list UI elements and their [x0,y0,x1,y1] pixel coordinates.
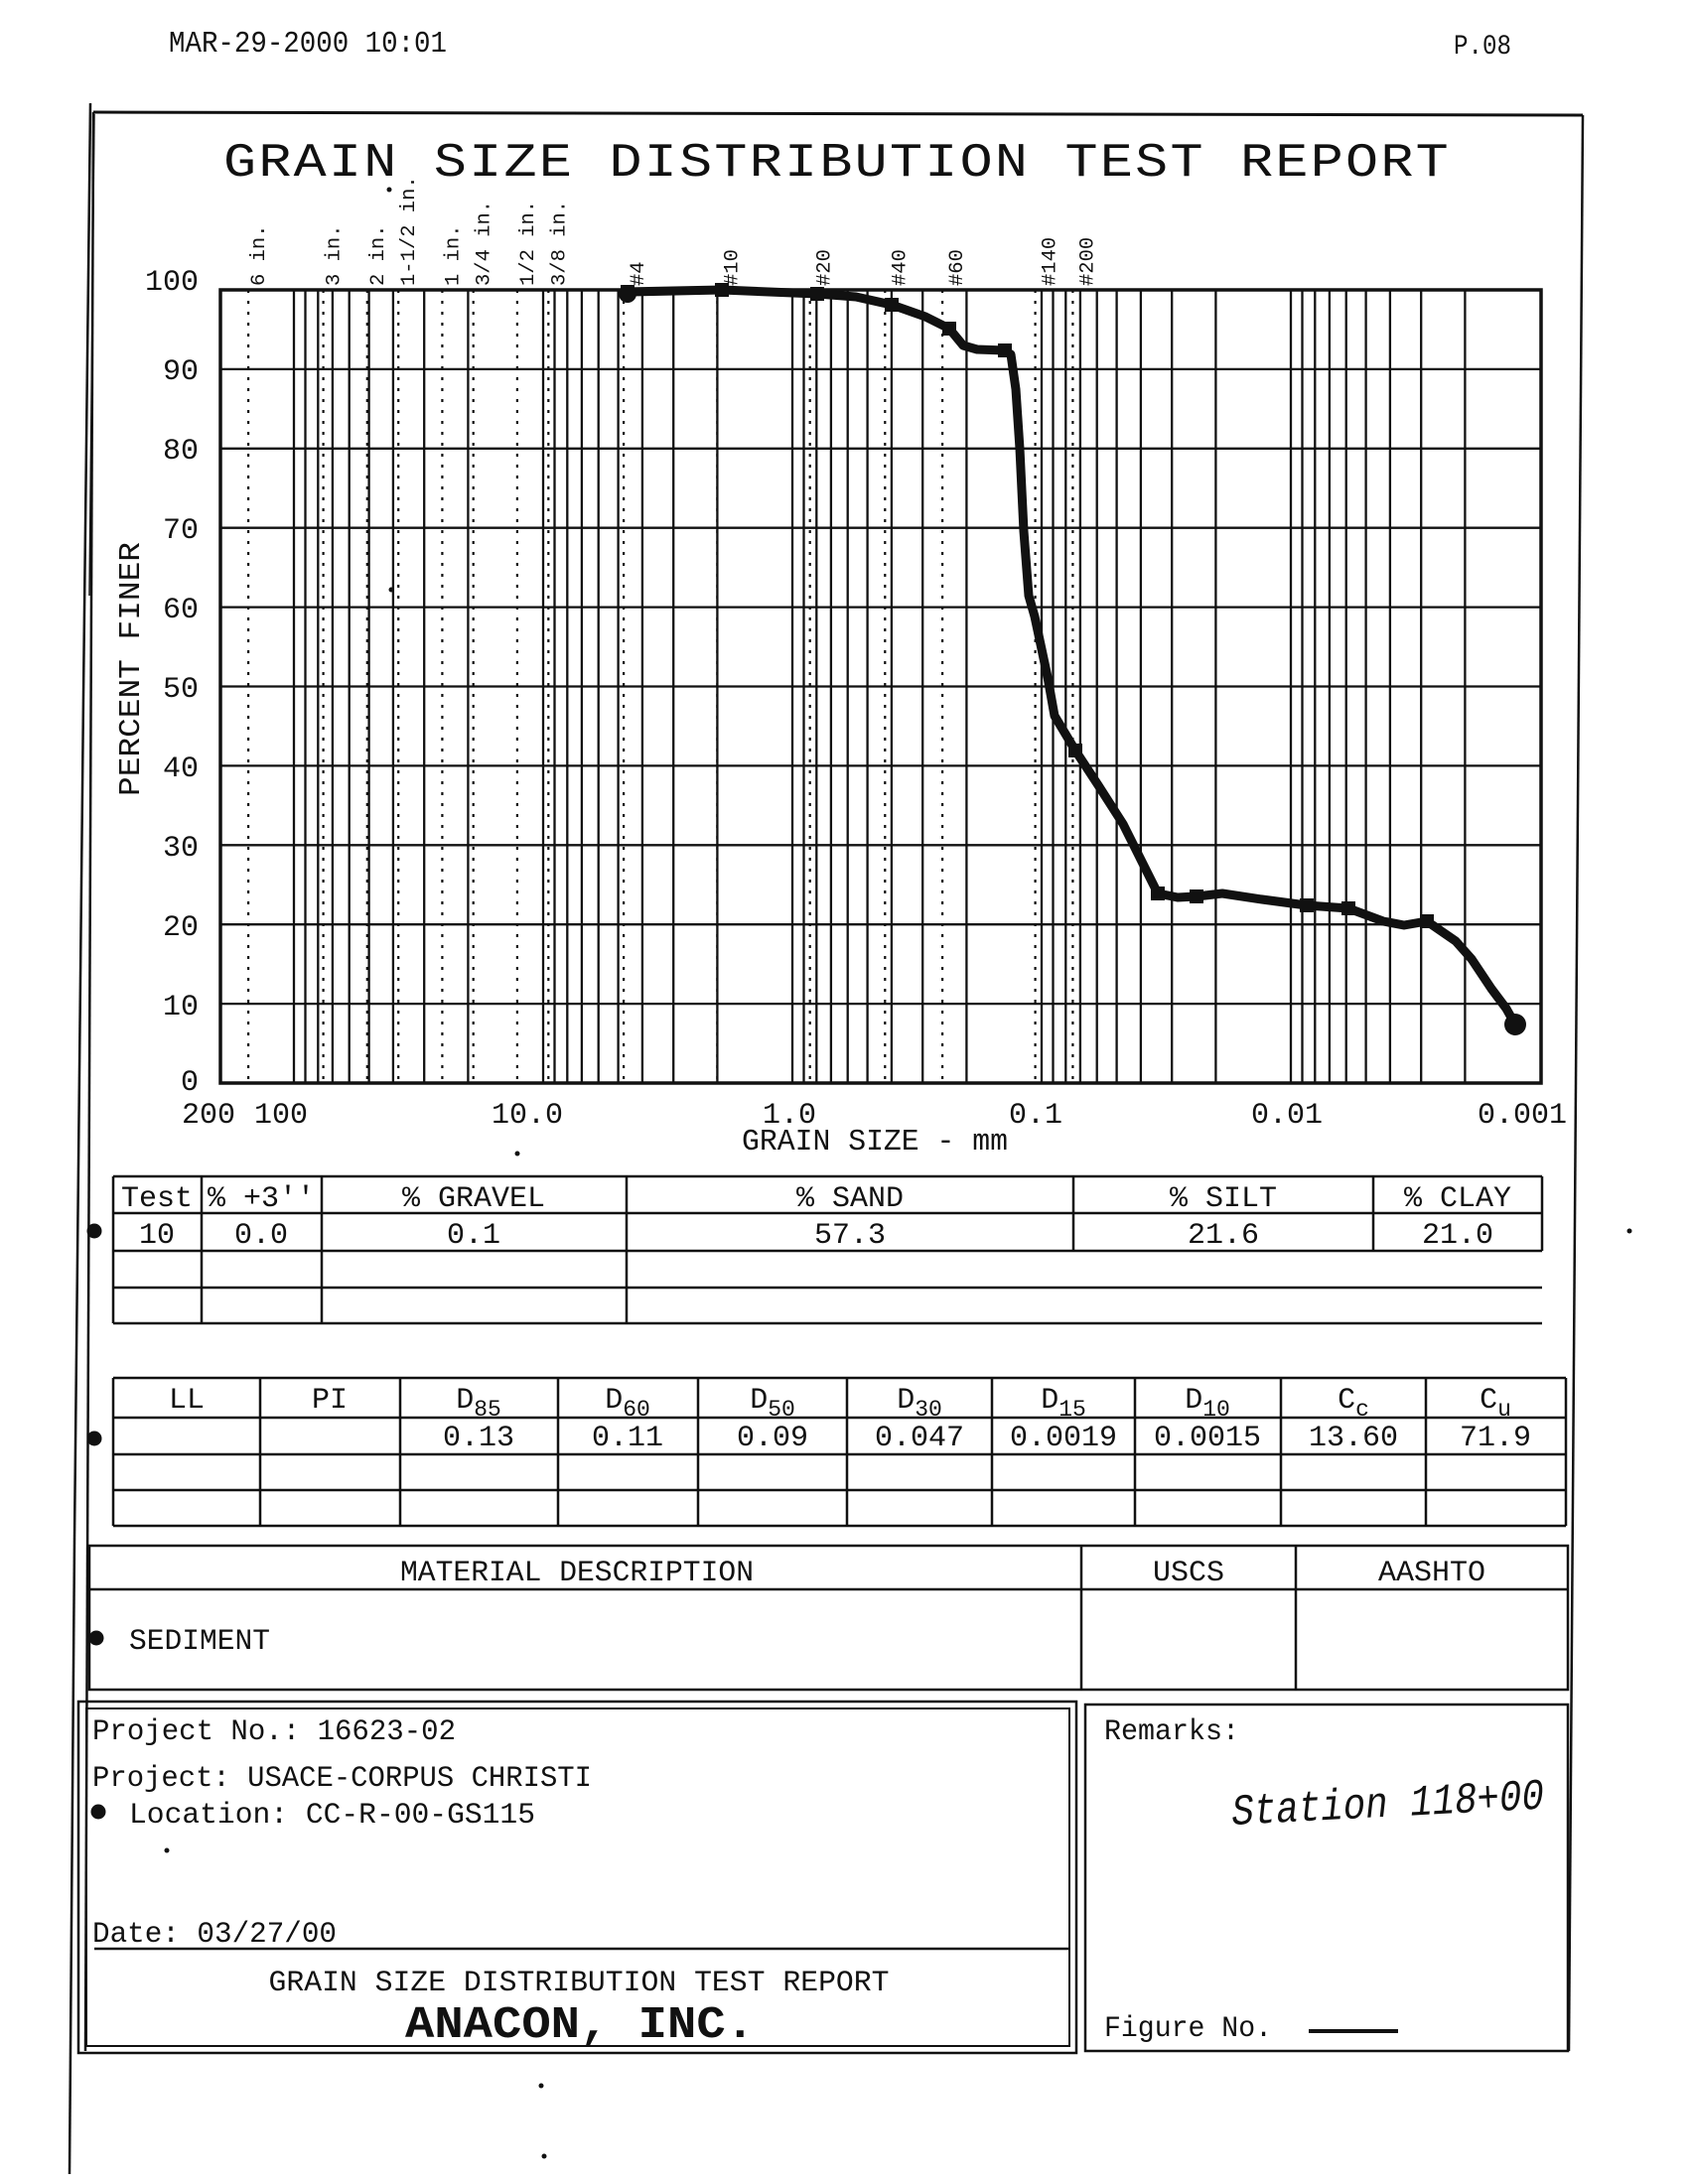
svg-text:% CLAY: % CLAY [1404,1182,1511,1216]
svg-text:50: 50 [163,673,199,707]
svg-text:USCS: USCS [1153,1557,1224,1590]
svg-text:GRAIN SIZE - mm: GRAIN SIZE - mm [742,1125,1008,1160]
svg-text:200: 200 [182,1099,235,1133]
svg-text:100: 100 [254,1099,308,1133]
svg-text:1.0: 1.0 [763,1099,816,1133]
svg-text:PERCENT FINER: PERCENT FINER [114,542,149,796]
svg-text:1 in.: 1 in. [442,224,465,286]
svg-text:30: 30 [163,832,199,866]
svg-text:0.1: 0.1 [447,1219,500,1253]
svg-text:80: 80 [163,435,199,469]
svg-text:0.0: 0.0 [234,1219,288,1253]
svg-text:% +3'': % +3'' [208,1182,315,1216]
svg-text:MATERIAL DESCRIPTION: MATERIAL DESCRIPTION [400,1557,754,1590]
svg-text:#4: #4 [628,261,650,286]
svg-text:Figure No.: Figure No. [1104,2012,1272,2046]
svg-text:71.9: 71.9 [1460,1422,1531,1455]
svg-text:0.11: 0.11 [592,1422,663,1455]
svg-text:GRAIN SIZE DISTRIBUTION TEST R: GRAIN SIZE DISTRIBUTION TEST REPORT [223,137,1451,191]
svg-text:2 in.: 2 in. [367,224,390,286]
svg-text:Date: 03/27/00: Date: 03/27/00 [92,1918,337,1952]
svg-text:10: 10 [139,1219,175,1253]
svg-text:D60: D60 [605,1384,650,1423]
svg-text:#140: #140 [1040,237,1062,286]
svg-text:21.0: 21.0 [1422,1219,1493,1253]
svg-text:SEDIMENT: SEDIMENT [129,1625,270,1659]
svg-text:ANACON, INC.: ANACON, INC. [405,2000,755,2051]
svg-text:57.3: 57.3 [814,1219,886,1253]
svg-text:6 in.: 6 in. [248,224,271,286]
svg-text:1-1/2 in.: 1-1/2 in. [398,176,421,286]
svg-text:#60: #60 [946,249,969,286]
svg-text:Location: CC-R-00-GS115: Location: CC-R-00-GS115 [129,1799,535,1833]
svg-text:60: 60 [163,594,199,627]
svg-text:1/2 in.: 1/2 in. [517,201,540,286]
svg-text:% SILT: % SILT [1170,1182,1277,1216]
svg-text:LL: LL [169,1384,205,1418]
svg-text:Remarks:: Remarks: [1104,1715,1239,1749]
svg-text:0.1: 0.1 [1009,1099,1062,1133]
svg-text:3/4 in.: 3/4 in. [474,201,496,286]
svg-text:GRAIN SIZE DISTRIBUTION TEST R: GRAIN SIZE DISTRIBUTION TEST REPORT [269,1967,890,2000]
svg-text:0: 0 [181,1066,199,1100]
svg-text:AASHTO: AASHTO [1378,1557,1485,1590]
svg-text:#10: #10 [721,249,744,286]
svg-text:100: 100 [145,266,199,300]
svg-text:% SAND: % SAND [796,1182,904,1216]
svg-text:0.047: 0.047 [875,1422,964,1455]
svg-text:0.13: 0.13 [443,1422,514,1455]
svg-text:13.60: 13.60 [1309,1422,1398,1455]
svg-text:3/8 in.: 3/8 in. [548,201,571,286]
svg-text:10: 10 [163,991,199,1024]
svg-text:40: 40 [163,752,199,786]
svg-text:10.0: 10.0 [492,1099,563,1133]
svg-text:0.01: 0.01 [1251,1099,1323,1133]
svg-text:21.6: 21.6 [1188,1219,1259,1253]
svg-text:Test: Test [121,1182,193,1216]
svg-text:70: 70 [163,514,199,548]
svg-text:0.0015: 0.0015 [1154,1422,1261,1455]
svg-text:#200: #200 [1076,237,1099,286]
svg-text:Project: USACE-CORPUS CHRISTI: Project: USACE-CORPUS CHRISTI [92,1762,592,1796]
svg-text:3 in.: 3 in. [324,224,347,286]
svg-text:0.0019: 0.0019 [1010,1422,1117,1455]
svg-text:#20: #20 [814,249,837,286]
svg-text:Project No.: 16623-02: Project No.: 16623-02 [92,1715,456,1749]
svg-text:P.08: P.08 [1454,32,1511,63]
svg-text:20: 20 [163,911,199,945]
svg-text:0.09: 0.09 [737,1422,808,1455]
svg-text:% GRAVEL: % GRAVEL [402,1182,545,1216]
svg-text:0.001: 0.001 [1478,1099,1567,1133]
svg-text:PI: PI [312,1384,348,1418]
svg-text:90: 90 [163,355,199,389]
svg-text:#40: #40 [889,249,912,286]
svg-text:MAR-29-2000 10:01: MAR-29-2000 10:01 [169,27,447,62]
